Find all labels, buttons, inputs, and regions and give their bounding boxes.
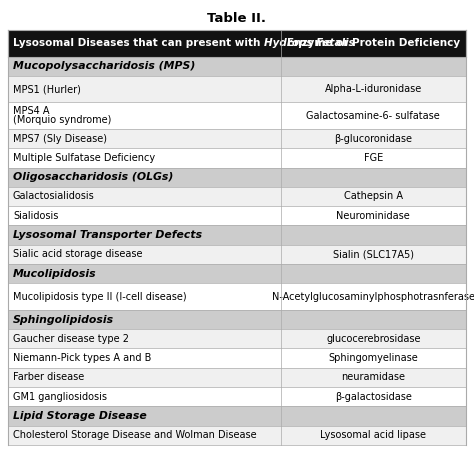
- Text: Sphingolipidosis: Sphingolipidosis: [13, 315, 114, 324]
- Text: Sialin (SLC17A5): Sialin (SLC17A5): [333, 249, 414, 259]
- Text: GM1 gangliosidosis: GM1 gangliosidosis: [13, 392, 107, 402]
- Text: Lipid Storage Disease: Lipid Storage Disease: [13, 411, 147, 421]
- Text: neuramidase: neuramidase: [341, 373, 405, 382]
- Text: Mucolipidosis type II (I-cell disease): Mucolipidosis type II (I-cell disease): [13, 292, 187, 302]
- Bar: [8, 310, 466, 329]
- Text: Lysosomal Diseases that can present with: Lysosomal Diseases that can present with: [13, 38, 264, 48]
- Bar: [8, 348, 466, 368]
- Text: Enzyme or Protein Deficiency: Enzyme or Protein Deficiency: [287, 38, 460, 48]
- Text: Sialidosis: Sialidosis: [13, 211, 58, 221]
- Text: FGE: FGE: [364, 153, 383, 163]
- Bar: [8, 368, 466, 387]
- Bar: [8, 284, 466, 310]
- Text: Alpha-L-iduronidase: Alpha-L-iduronidase: [325, 84, 422, 94]
- Bar: [8, 329, 466, 348]
- Bar: [8, 187, 466, 206]
- Text: β-glucoronidase: β-glucoronidase: [334, 134, 412, 144]
- Text: Niemann-Pick types A and B: Niemann-Pick types A and B: [13, 353, 151, 363]
- Bar: [8, 387, 466, 406]
- Bar: [8, 148, 466, 167]
- Bar: [8, 129, 466, 148]
- Bar: [8, 30, 466, 57]
- Text: Multiple Sulfatase Deficiency: Multiple Sulfatase Deficiency: [13, 153, 155, 163]
- Text: Hydrops Fetalis: Hydrops Fetalis: [264, 38, 355, 48]
- Text: Mucolipidosis: Mucolipidosis: [13, 269, 97, 279]
- Bar: [8, 225, 466, 245]
- Text: MPS7 (Sly Disease): MPS7 (Sly Disease): [13, 134, 107, 144]
- Text: Oligosaccharidosis (OLGs): Oligosaccharidosis (OLGs): [13, 172, 173, 182]
- Text: (Morquio syndrome): (Morquio syndrome): [13, 116, 111, 126]
- Text: Table II.: Table II.: [208, 12, 266, 24]
- Bar: [8, 245, 466, 264]
- Text: Neurominidase: Neurominidase: [337, 211, 410, 221]
- Text: Mucopolysaccharidosis (MPS): Mucopolysaccharidosis (MPS): [13, 61, 195, 71]
- Text: Sphingomyelinase: Sphingomyelinase: [328, 353, 418, 363]
- Text: Cathepsin A: Cathepsin A: [344, 192, 403, 202]
- Text: Lysosomal Transporter Defects: Lysosomal Transporter Defects: [13, 230, 202, 240]
- Text: Lysosomal acid lipase: Lysosomal acid lipase: [320, 430, 426, 441]
- Text: N-Acetylglucosaminylphosphotrasnferase: N-Acetylglucosaminylphosphotrasnferase: [272, 292, 474, 302]
- Text: Cholesterol Storage Disease and Wolman Disease: Cholesterol Storage Disease and Wolman D…: [13, 430, 256, 441]
- Text: Galactosialidosis: Galactosialidosis: [13, 192, 95, 202]
- Text: MPS1 (Hurler): MPS1 (Hurler): [13, 84, 81, 94]
- Bar: [8, 103, 466, 129]
- Bar: [8, 426, 466, 445]
- Text: Gaucher disease type 2: Gaucher disease type 2: [13, 334, 129, 344]
- Bar: [8, 206, 466, 225]
- Bar: [8, 76, 466, 103]
- Text: β-galactosidase: β-galactosidase: [335, 392, 412, 402]
- Bar: [8, 57, 466, 76]
- Bar: [8, 264, 466, 284]
- Text: Sialic acid storage disease: Sialic acid storage disease: [13, 249, 143, 259]
- Text: Galactosamine-6- sulfatase: Galactosamine-6- sulfatase: [306, 111, 440, 121]
- Text: Farber disease: Farber disease: [13, 373, 84, 382]
- Bar: [8, 167, 466, 187]
- Text: MPS4 A: MPS4 A: [13, 106, 49, 116]
- Text: glucocerebrosidase: glucocerebrosidase: [326, 334, 420, 344]
- Bar: [8, 406, 466, 426]
